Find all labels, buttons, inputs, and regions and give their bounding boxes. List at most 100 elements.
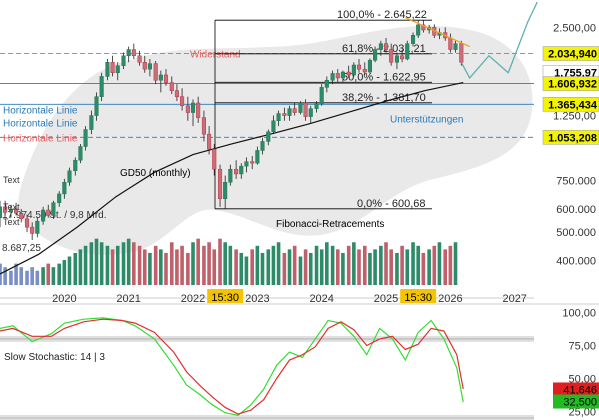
- candle-body: [459, 43, 464, 63]
- candle-body: [335, 73, 340, 79]
- volume-bar: [437, 242, 442, 285]
- volume-bar: [255, 245, 260, 285]
- volume-bar: [9, 270, 13, 285]
- volume-bar: [175, 249, 179, 285]
- volume-bar: [303, 249, 308, 285]
- volume-bar: [41, 267, 45, 285]
- volume-bar: [341, 252, 345, 285]
- candle-body: [137, 55, 142, 63]
- candle-body: [217, 168, 223, 200]
- candle-body: [126, 49, 131, 57]
- y-axis-tick-label: 400.000: [556, 256, 596, 268]
- candle-body: [356, 64, 362, 70]
- volume-bar: [308, 252, 313, 285]
- candle-body: [46, 209, 51, 216]
- oscillator-value-label: 32,500: [563, 397, 597, 409]
- volume-bar: [35, 270, 40, 285]
- candle-body: [400, 55, 405, 60]
- y-axis-tick-label: 2.500,00: [553, 22, 596, 34]
- volume-bar: [346, 245, 351, 285]
- price-label: 1.053,208: [548, 132, 597, 144]
- oscillator-y-tick-label: 50,00: [568, 373, 596, 385]
- candle-body: [324, 79, 329, 88]
- fibonacci-level-label: 61,8% - 2.031,21: [342, 43, 426, 55]
- volume-bar: [148, 252, 152, 285]
- volume-bar: [266, 249, 271, 285]
- volume-bar: [78, 249, 83, 285]
- candle-body: [383, 43, 389, 50]
- fibonacci-name: Fibonacci-Retracements: [276, 219, 384, 230]
- candle-body: [282, 113, 287, 116]
- volume-bar: [62, 260, 67, 285]
- volume-bar: [453, 242, 458, 285]
- price-label-bg: [542, 97, 599, 112]
- x-axis-tick-label: 2027: [502, 293, 526, 305]
- volume-bar: [19, 267, 24, 285]
- candle-body: [121, 55, 126, 66]
- volume-bar: [110, 249, 115, 285]
- volume-bar: [0, 263, 2, 285]
- candle-body: [453, 43, 458, 50]
- candle-body: [0, 206, 3, 218]
- volume-bar: [51, 267, 56, 285]
- fibonacci-level-label: 50,0% - 1.622,95: [342, 71, 426, 83]
- projection-line: [460, 1, 538, 80]
- x-axis-tick-label: 2026: [438, 293, 462, 305]
- oscillator-value-label-bg: [553, 394, 599, 409]
- candle-body: [292, 108, 297, 113]
- candle-body: [30, 226, 35, 234]
- volume-bar: [126, 238, 131, 285]
- volume-bar: [218, 238, 222, 285]
- volume-bar: [3, 267, 7, 285]
- fibonacci-level-label: 0,0% - 600,68: [357, 198, 426, 210]
- volume-bar: [239, 252, 244, 285]
- candle-body: [239, 165, 244, 175]
- volume-bar: [325, 242, 329, 285]
- volume-bar: [202, 245, 206, 285]
- candle-body: [57, 193, 62, 203]
- volume-bar: [30, 267, 34, 285]
- volume-bar: [292, 245, 297, 285]
- candle-body: [14, 208, 19, 214]
- volume-bar: [411, 242, 415, 285]
- volume-bar: [137, 245, 142, 285]
- volume-bar: [191, 242, 195, 285]
- candle-body: [73, 159, 78, 172]
- candle-body: [207, 133, 212, 150]
- price-label-bg: [542, 130, 599, 145]
- volume-bar: [448, 245, 453, 285]
- candle-body: [158, 74, 163, 81]
- volume-bar: [169, 242, 174, 285]
- stochastic-k-line: [0, 317, 464, 417]
- price-label: 1.606,932: [548, 79, 597, 91]
- volume-bar: [234, 249, 238, 285]
- price-label-bg: [542, 46, 599, 61]
- oscillator-value-label: 41,646: [563, 384, 597, 396]
- volume-annotation-secondary: 8.687,25: [2, 243, 41, 254]
- candle-body: [367, 60, 372, 73]
- volume-bar: [132, 242, 136, 285]
- candle-body: [51, 202, 56, 216]
- candle-body: [94, 96, 99, 116]
- x-axis-tick-label: 2021: [116, 293, 140, 305]
- volume-bar: [330, 245, 335, 285]
- candle-body: [201, 117, 207, 135]
- candle-body: [271, 120, 276, 133]
- volume-bar: [228, 245, 233, 285]
- volume-bar: [405, 249, 410, 285]
- candle-body: [416, 24, 421, 36]
- candle-body: [89, 115, 94, 130]
- price-label: 1.755,97: [554, 67, 597, 79]
- candle-body: [260, 141, 265, 151]
- price-label-bg: [542, 76, 599, 91]
- candle-body: [308, 108, 313, 117]
- volume-bar: [271, 245, 276, 285]
- volume-bar: [432, 245, 437, 285]
- moving-average-label: GD50 (monthly): [120, 168, 191, 179]
- candle-body: [99, 76, 104, 97]
- candle-body: [287, 108, 292, 116]
- horizontal-line-label: Horizontale Linie: [3, 118, 78, 129]
- volume-bar: [207, 242, 211, 285]
- volume-bar: [186, 252, 190, 285]
- candle-body: [67, 170, 72, 183]
